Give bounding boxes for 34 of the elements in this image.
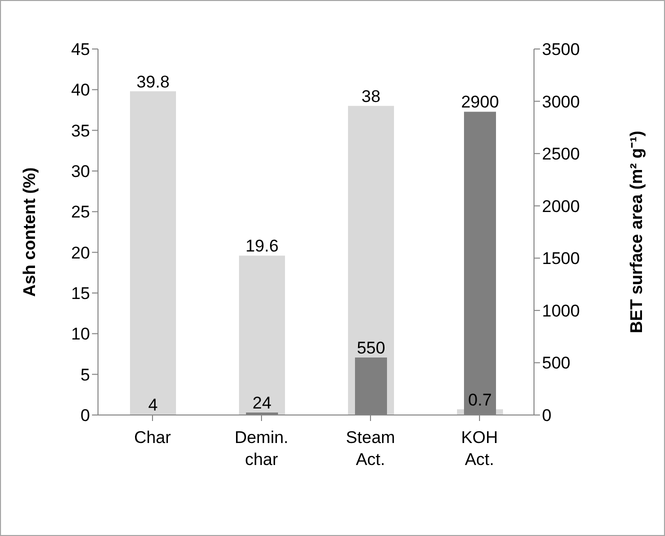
x-tick-label: Steam Act.: [346, 428, 396, 469]
data-label: 39.8: [136, 72, 170, 92]
y-tick-label: 10: [71, 324, 90, 344]
data-label: 4: [148, 396, 158, 415]
data-label: 0.7: [468, 390, 492, 410]
data-label: 2900: [461, 92, 499, 112]
y-tick-label: 25: [71, 202, 90, 222]
y-tick-label: 40: [71, 80, 90, 100]
x-tick-label: KOH Act.: [461, 428, 498, 469]
data-label: 24: [252, 393, 272, 412]
y2-tick-label: 1000: [542, 301, 580, 320]
y2-tick-label: 2000: [542, 196, 580, 216]
y-tick-label: 5: [80, 365, 90, 384]
y-tick-label: 0: [80, 406, 90, 426]
x-tick-label: Char: [134, 428, 172, 447]
data-label: 550: [356, 338, 386, 358]
bar: [130, 91, 176, 415]
data-label: 19.6: [245, 236, 279, 256]
y2-tick-label: 2500: [542, 144, 580, 164]
y-tick-label: 30: [71, 162, 90, 182]
y2-tick-label: 1500: [542, 249, 580, 268]
bar: [239, 256, 285, 415]
y2-tick-label: 500: [542, 354, 570, 373]
y2-tick-label: 0: [542, 406, 552, 426]
y2-tick-label: 3000: [542, 92, 580, 112]
y2-tick-label: 3500: [542, 40, 580, 60]
y-tick-label: 45: [71, 40, 90, 60]
y-tick-label: 35: [71, 121, 90, 140]
y-tick-label: 20: [71, 243, 90, 262]
x-tick-label: Demin. char: [234, 428, 288, 469]
y-tick-label: 15: [71, 284, 90, 304]
data-label: 38: [362, 86, 380, 106]
y-axis-title: Ash content (%): [20, 167, 40, 297]
y2-axis-title: BET surface area (m² g⁻¹): [627, 130, 646, 334]
